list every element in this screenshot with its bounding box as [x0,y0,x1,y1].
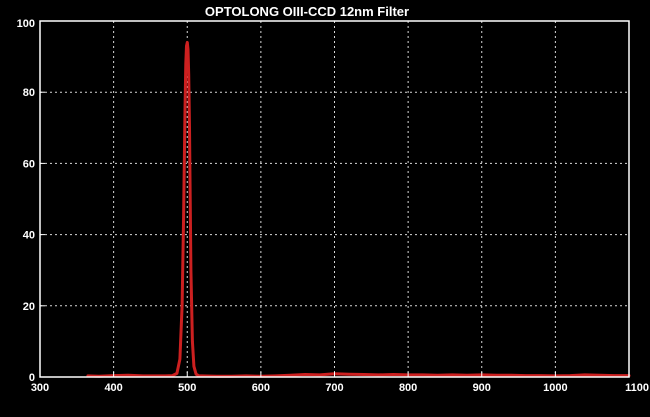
grid [40,21,629,377]
x-axis-ticks: 300 400 500 600 700 800 900 1000 1100 [31,372,649,394]
series-layer [86,40,631,378]
plot-frame [39,20,630,378]
x-tick-label-1100: 1100 [625,382,649,394]
x-tick-label-400: 400 [104,382,122,394]
x-tick-label-300: 300 [31,382,49,394]
y-tick-label-20: 20 [23,301,35,313]
x-tick-label-800: 800 [399,382,417,394]
series-line-0 [86,40,631,378]
x-tick-label-700: 700 [325,382,343,394]
y-tick-label-0: 0 [29,372,35,384]
y-tick-label-60: 60 [23,158,35,170]
x-tick-label-500: 500 [178,382,196,394]
x-tick-label-1000: 1000 [543,382,567,394]
y-axis-ticks: 0 20 40 60 80 100 [17,18,45,384]
x-tick-label-900: 900 [473,382,491,394]
y-tick-label-40: 40 [23,230,35,242]
chart-title: OPTOLONG OIII-CCD 12nm Filter [205,4,409,19]
x-tick-label-600: 600 [252,382,270,394]
y-tick-label-80: 80 [23,87,35,99]
y-tick-label-100: 100 [17,18,35,30]
